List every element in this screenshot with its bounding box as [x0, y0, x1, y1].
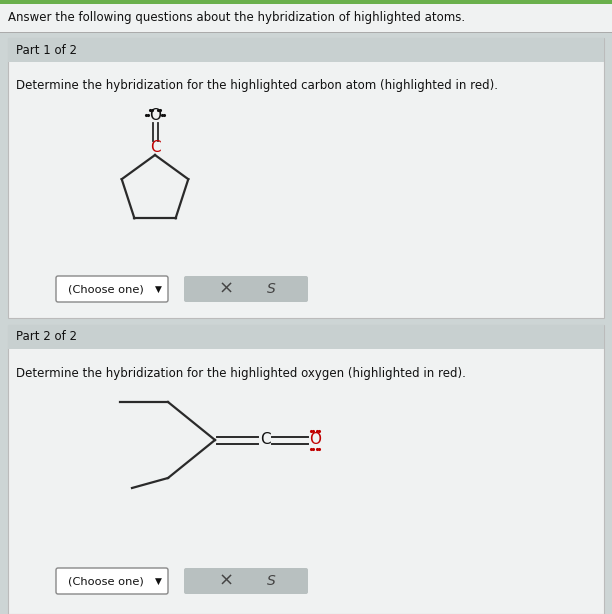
Text: (Choose one): (Choose one) [68, 576, 144, 586]
FancyBboxPatch shape [8, 38, 604, 318]
Text: C: C [259, 432, 271, 448]
Text: S: S [267, 282, 275, 296]
FancyBboxPatch shape [184, 568, 308, 594]
Text: O: O [309, 432, 321, 448]
Text: Determine the hybridization for the highlighted carbon atom (highlighted in red): Determine the hybridization for the high… [16, 79, 498, 93]
FancyBboxPatch shape [56, 568, 168, 594]
Text: Answer the following questions about the hybridization of highlighted atoms.: Answer the following questions about the… [8, 12, 465, 25]
Bar [0, 4, 612, 32]
Text: (Choose one): (Choose one) [68, 284, 144, 294]
Text: Part 2 of 2: Part 2 of 2 [16, 330, 77, 343]
FancyBboxPatch shape [184, 276, 308, 302]
Text: O: O [149, 109, 161, 123]
Text: Part 1 of 2: Part 1 of 2 [16, 44, 77, 56]
Text: C: C [150, 141, 160, 155]
Text: S: S [267, 574, 275, 588]
Text: ▼: ▼ [155, 284, 162, 293]
Bar [8, 38, 604, 62]
Text: ▼: ▼ [155, 577, 162, 586]
FancyBboxPatch shape [56, 276, 168, 302]
Bar [8, 325, 604, 349]
Text: ×: × [218, 572, 234, 590]
FancyBboxPatch shape [8, 325, 604, 614]
Bar [0, 0, 612, 4]
Text: Determine the hybridization for the highlighted oxygen (highlighted in red).: Determine the hybridization for the high… [16, 367, 466, 379]
Text: ×: × [218, 280, 234, 298]
